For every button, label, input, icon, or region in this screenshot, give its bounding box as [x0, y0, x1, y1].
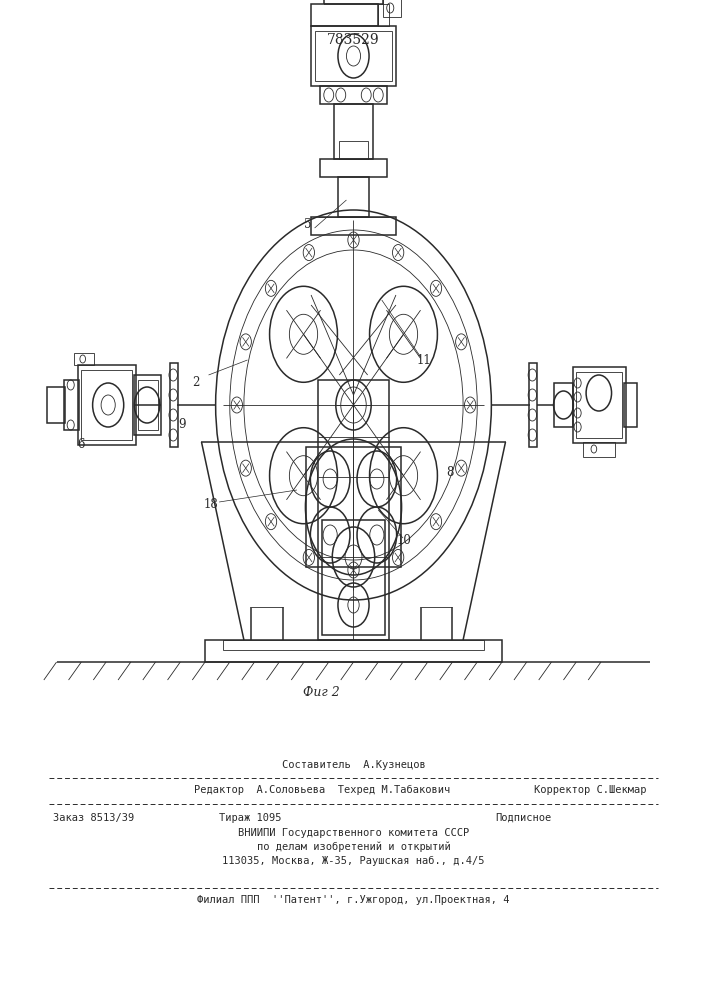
Text: Корректор С.Шекмар: Корректор С.Шекмар: [534, 785, 647, 795]
Bar: [306, 447, 401, 567]
Bar: [134, 375, 161, 435]
Bar: [624, 383, 637, 427]
Bar: [205, 640, 502, 662]
Bar: [311, 4, 378, 26]
Bar: [576, 372, 622, 438]
Bar: [338, 177, 369, 217]
Bar: [320, 86, 387, 104]
Bar: [223, 640, 484, 650]
Text: 113035, Москва, Ж-35, Раушская наб., д.4/5: 113035, Москва, Ж-35, Раушская наб., д.4…: [222, 856, 485, 866]
Bar: [311, 26, 396, 86]
Text: 18: 18: [204, 498, 218, 512]
Text: Редактор  А.Соловьева  Техред М.Табакович: Редактор А.Соловьева Техред М.Табакович: [194, 785, 450, 795]
Text: 11: 11: [417, 354, 431, 366]
Bar: [78, 365, 136, 445]
Bar: [64, 380, 79, 430]
Bar: [554, 383, 573, 427]
Bar: [334, 104, 373, 159]
Text: 8: 8: [447, 466, 454, 479]
Text: Заказ 8513/39: Заказ 8513/39: [53, 813, 134, 823]
Bar: [138, 380, 158, 430]
Text: Фиг 2: Фиг 2: [303, 686, 340, 698]
Bar: [81, 370, 132, 440]
Text: 6: 6: [78, 438, 85, 452]
Text: 9: 9: [179, 418, 186, 432]
Text: Подписное: Подписное: [495, 813, 551, 823]
Bar: [573, 367, 626, 443]
Bar: [170, 363, 178, 447]
Text: по делам изобретений и открытий: по делам изобретений и открытий: [257, 842, 450, 852]
Text: Филиал ППП  ''Патент'', г.Ужгород, ул.Проектная, 4: Филиал ППП ''Патент'', г.Ужгород, ул.Про…: [197, 895, 510, 905]
Bar: [339, 141, 368, 159]
Text: Составитель  А.Кузнецов: Составитель А.Кузнецов: [281, 760, 426, 770]
Text: ВНИИПИ Государственного комитета СССР: ВНИИПИ Государственного комитета СССР: [238, 828, 469, 838]
Text: 2: 2: [192, 375, 199, 388]
Bar: [322, 520, 385, 635]
Bar: [320, 159, 387, 177]
Bar: [315, 31, 392, 81]
Bar: [47, 387, 65, 423]
Text: 5: 5: [304, 219, 311, 232]
Bar: [583, 442, 615, 457]
Bar: [74, 353, 94, 365]
Bar: [324, 0, 383, 4]
Text: 783529: 783529: [327, 33, 380, 47]
Bar: [383, 0, 401, 17]
Text: 10: 10: [397, 534, 412, 546]
Text: Тираж 1095: Тираж 1095: [219, 813, 281, 823]
Bar: [378, 4, 389, 26]
Bar: [311, 217, 396, 235]
Bar: [318, 380, 389, 640]
Bar: [529, 363, 537, 447]
